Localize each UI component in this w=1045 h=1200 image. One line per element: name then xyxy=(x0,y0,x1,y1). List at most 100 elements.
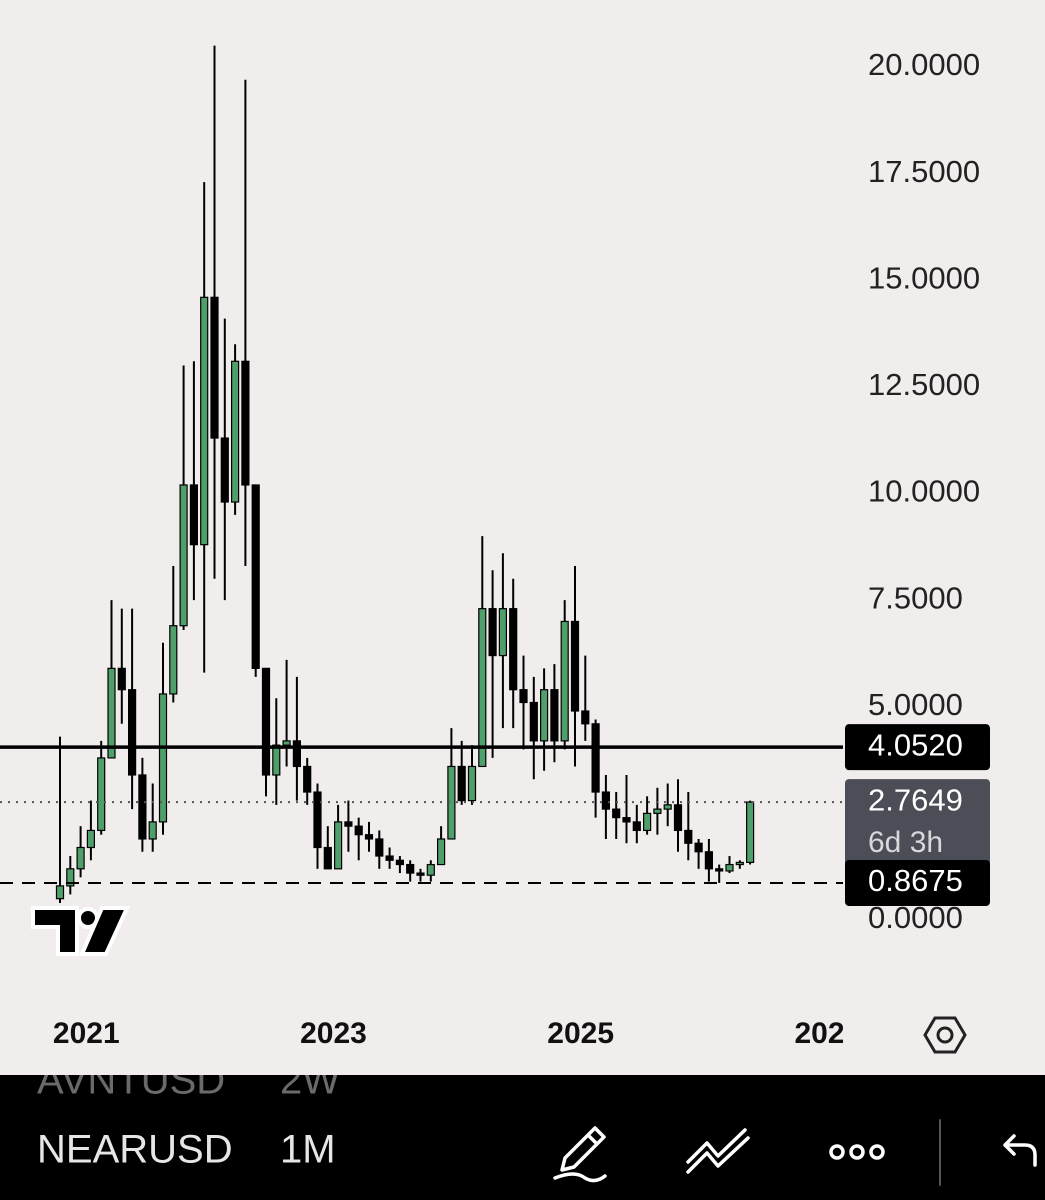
candle-body xyxy=(107,667,116,759)
price-label-box xyxy=(845,779,990,868)
candle-body xyxy=(148,821,157,840)
candle-body xyxy=(539,689,549,742)
more-icon[interactable] xyxy=(829,1144,885,1160)
pencil-stroke[interactable] xyxy=(553,1172,607,1183)
symbol[interactable]: AVNTUSD xyxy=(37,1059,225,1103)
candle-body xyxy=(550,689,559,742)
interval[interactable]: 1M xyxy=(280,1128,336,1172)
candle-body xyxy=(395,859,404,866)
candle-body xyxy=(86,829,96,849)
candle-body xyxy=(210,296,219,439)
interval[interactable]: 2W xyxy=(280,1059,340,1103)
candle-body xyxy=(406,863,415,874)
symbol[interactable]: NEARUSD xyxy=(37,1128,233,1172)
candle-body xyxy=(55,885,65,900)
candle-body xyxy=(220,437,229,503)
candle-body xyxy=(179,484,188,627)
countdown: 6d 3h xyxy=(868,826,943,859)
price-label: 0.8675 xyxy=(868,863,963,898)
candle-body xyxy=(570,620,580,712)
dot[interactable] xyxy=(849,1144,865,1160)
candle-body xyxy=(128,689,137,776)
candle-body xyxy=(467,765,477,802)
candle-body xyxy=(66,868,75,887)
candle-body xyxy=(385,855,394,861)
toolbar-texts: AVNTUSD 2W NEARUSD 1M xyxy=(37,1059,340,1172)
candle-body xyxy=(117,667,126,691)
y-tick-label: 10.0000 xyxy=(868,474,980,509)
toolbar-icons xyxy=(553,1119,1037,1186)
dot[interactable] xyxy=(829,1144,845,1160)
dot[interactable] xyxy=(869,1144,885,1160)
candle-body xyxy=(612,808,621,819)
candle-body xyxy=(725,863,734,872)
candle-body xyxy=(426,863,435,876)
price-axis: 0.0000 5.0000 7.5000 10.0000 12.5000 15.0000 1… xyxy=(845,47,990,935)
candle-body xyxy=(169,625,178,695)
candle-body xyxy=(437,838,446,866)
candle-body xyxy=(735,861,744,866)
price-label-box xyxy=(845,860,990,907)
candle-body xyxy=(241,360,250,486)
candle-body xyxy=(560,620,569,742)
candle-body xyxy=(261,667,271,776)
price-label: 2.7649 xyxy=(868,782,963,817)
candle-body xyxy=(642,812,652,832)
hexagon-center[interactable] xyxy=(936,1026,954,1044)
candle-body xyxy=(138,774,147,840)
y-tick-label: 12.5000 xyxy=(868,367,980,402)
draw-icon[interactable] xyxy=(553,1126,607,1183)
candle-body xyxy=(292,740,301,768)
candle-body xyxy=(97,757,106,832)
candle-body xyxy=(622,817,631,823)
logo-t xyxy=(31,906,79,956)
y-tick-label: 7.5000 xyxy=(868,580,963,615)
candle-body xyxy=(715,868,724,872)
candle-body xyxy=(416,872,425,876)
candle-body xyxy=(272,744,281,776)
plot-area xyxy=(0,45,843,903)
undo-icon[interactable] xyxy=(1003,1134,1037,1167)
y-tick-label: 5.0000 xyxy=(868,687,963,722)
candle-body xyxy=(303,765,312,793)
candle-body xyxy=(334,821,343,870)
drawing-tools-icon[interactable] xyxy=(686,1128,750,1174)
candle-body xyxy=(694,842,703,853)
candle-body xyxy=(581,710,590,725)
x-tick-label: 2023 xyxy=(300,1017,367,1050)
candle-body xyxy=(231,360,240,503)
hexagon[interactable] xyxy=(923,1016,967,1054)
y-tick-label: 17.5000 xyxy=(868,154,980,189)
settings-icon[interactable] xyxy=(923,1016,967,1054)
candle-body xyxy=(684,829,693,844)
candle-body xyxy=(158,693,168,823)
y-tick-label: 20.0000 xyxy=(868,47,980,82)
y-tick-label: 0.0000 xyxy=(868,900,963,935)
pencil[interactable] xyxy=(560,1126,606,1172)
candle-body xyxy=(364,834,374,840)
price-label: 4.0520 xyxy=(868,727,963,762)
candle-body xyxy=(76,846,85,870)
candle-body xyxy=(498,608,507,657)
candle-body xyxy=(447,765,456,840)
candle-body xyxy=(632,821,641,832)
candle-body xyxy=(601,791,611,810)
candle-body xyxy=(745,801,755,864)
candle-body xyxy=(323,846,332,870)
candle-body xyxy=(704,851,714,870)
logo-v xyxy=(78,906,131,956)
x-tick-label: 2021 xyxy=(53,1017,120,1050)
candle-body xyxy=(200,296,209,546)
candle-body xyxy=(313,791,322,849)
candle-body xyxy=(354,825,363,836)
x-tick-label: 202 xyxy=(795,1017,845,1050)
candle-body xyxy=(478,608,487,768)
candle-body xyxy=(344,821,353,827)
candle-body xyxy=(673,804,683,832)
x-tick-label: 2025 xyxy=(547,1017,614,1050)
candle-body xyxy=(375,838,384,857)
candle-body xyxy=(457,765,466,802)
candle-body xyxy=(509,608,518,691)
